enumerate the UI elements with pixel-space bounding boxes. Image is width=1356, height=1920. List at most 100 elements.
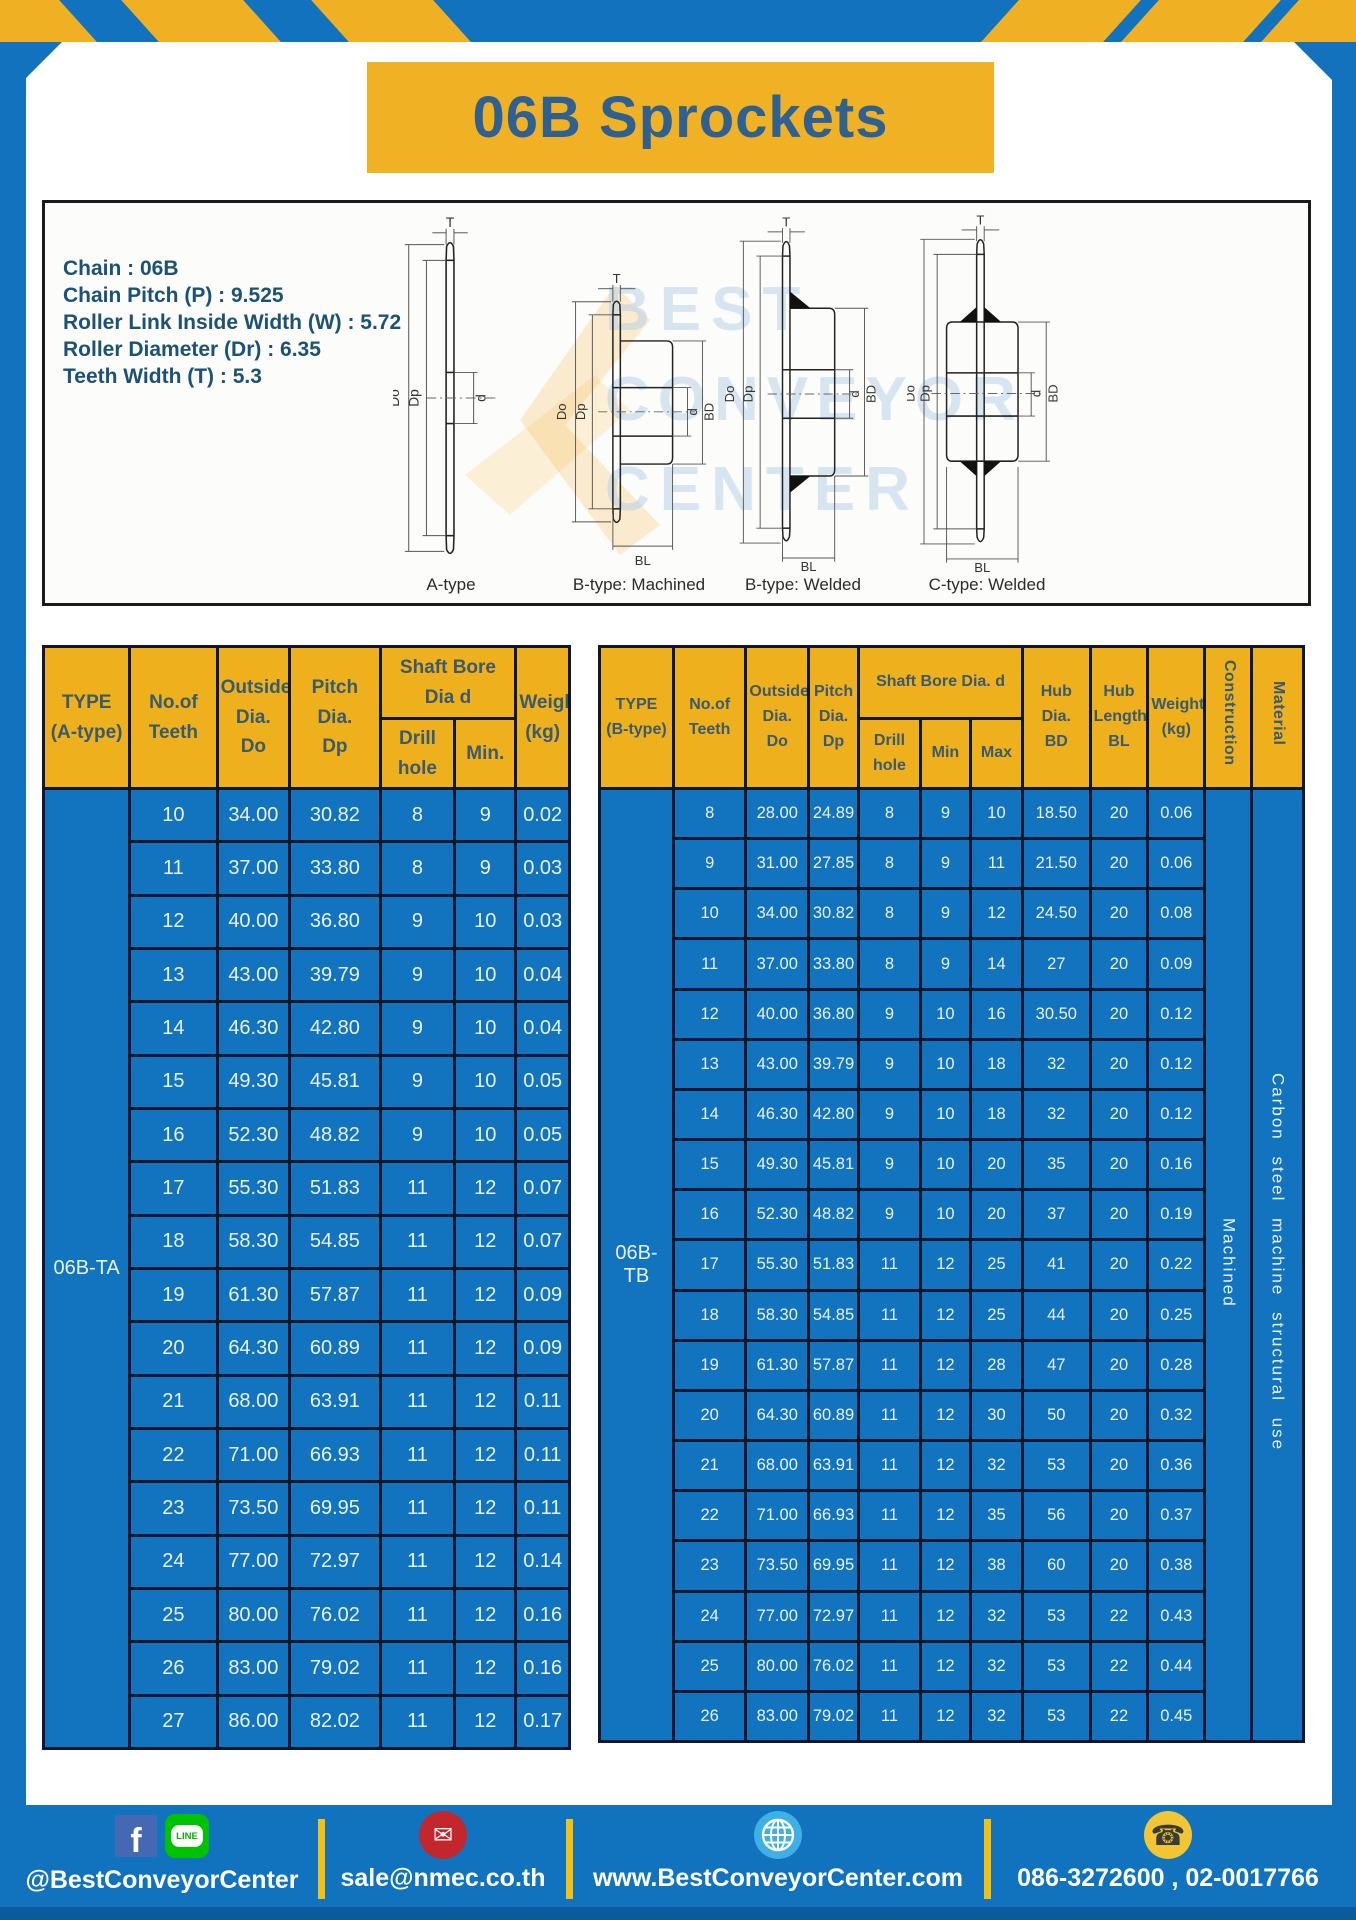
- footer-website-group: www.BestConveyorCenter.com: [590, 1811, 966, 1893]
- phone-icon: ☎: [1144, 1811, 1192, 1859]
- data-cell: 26: [671, 1689, 748, 1744]
- data-cell: 37: [1021, 1188, 1092, 1242]
- data-cell: 12: [453, 1373, 518, 1430]
- col-header-pitch-dia: Pitch Dia. Dp: [807, 645, 861, 790]
- right-table-row: 26 83.00 79.02 11 12 32 53 22 0.45: [600, 1689, 1304, 1744]
- footer-social-group: f LINE @BestConveyorCenter: [20, 1811, 304, 1895]
- spec-line: Roller Diameter (Dr) : 6.35: [63, 338, 321, 361]
- right-table-row: 12 40.00 36.80 9 10 16 30.50 20 0.12: [600, 987, 1304, 1041]
- data-cell: 0.06: [1146, 837, 1207, 891]
- data-cell: 16: [128, 1106, 219, 1164]
- data-cell: 21: [671, 1439, 748, 1493]
- left-table-row: 15 49.30 45.81 9 10 0.05: [44, 1053, 571, 1110]
- data-cell: 11: [378, 1533, 457, 1590]
- dim-label-dp: Dp: [573, 403, 588, 420]
- footer-divider: [984, 1819, 991, 1899]
- data-cell: 10: [128, 786, 219, 844]
- data-cell: 12: [918, 1539, 972, 1593]
- data-cell: 20: [1088, 1338, 1150, 1392]
- data-cell: 11: [857, 1388, 922, 1443]
- data-cell: 9: [378, 1053, 457, 1110]
- data-cell: 0.06: [1146, 786, 1207, 841]
- dim-label-t: T: [613, 271, 621, 286]
- data-cell: 32: [968, 1439, 1025, 1493]
- left-table-row: 19 61.30 57.87 11 12 0.09: [44, 1266, 571, 1324]
- footer-divider: [566, 1819, 573, 1899]
- data-cell: 50: [1021, 1388, 1092, 1443]
- data-cell: 69.95: [807, 1539, 861, 1593]
- data-cell: 11: [378, 1213, 457, 1270]
- data-cell: 55.30: [744, 1238, 811, 1292]
- hazard-stripe: [1115, 0, 1287, 42]
- right-table-row: 16 52.30 48.82 9 10 20 37 20 0.19: [600, 1188, 1304, 1242]
- data-cell: 14: [968, 937, 1025, 991]
- data-cell: 13: [671, 1037, 748, 1091]
- type-label-cell: 06B-TB: [598, 787, 675, 1743]
- data-cell: 20: [1088, 1288, 1150, 1342]
- dim-label-do: Do: [393, 389, 402, 407]
- data-cell: 49.30: [744, 1138, 811, 1192]
- col-header-drill-hole: Drill hole: [857, 717, 922, 790]
- data-cell: 0.43: [1146, 1589, 1207, 1643]
- data-cell: 11: [378, 1426, 457, 1484]
- dim-label-dp: Dp: [918, 385, 933, 402]
- data-cell: 22: [128, 1426, 219, 1484]
- data-cell: 73.50: [215, 1480, 292, 1537]
- data-cell: 0.09: [1146, 937, 1207, 991]
- dim-label-bd: BD: [1046, 384, 1061, 402]
- data-cell: 53: [1021, 1639, 1092, 1693]
- spec-line: Chain : 06B: [63, 257, 179, 280]
- data-cell: 64.30: [215, 1320, 292, 1377]
- dim-label-d: d: [685, 408, 700, 415]
- chain-spec-block: Chain : 06B Chain Pitch (P) : 9.525 Roller…: [63, 255, 401, 390]
- data-cell: 45.81: [807, 1138, 861, 1192]
- data-cell: 0.11: [514, 1373, 571, 1430]
- data-cell: 0.44: [1146, 1639, 1207, 1693]
- data-cell: 8: [378, 786, 457, 844]
- data-cell: 11: [968, 837, 1025, 891]
- data-cell: 36.80: [807, 987, 861, 1041]
- data-cell: 16: [968, 987, 1025, 1041]
- data-cell: 10: [918, 1188, 972, 1242]
- data-cell: 42.80: [807, 1087, 861, 1142]
- data-cell: 15: [671, 1138, 748, 1192]
- data-cell: 0.38: [1146, 1539, 1207, 1593]
- data-cell: 0.03: [514, 893, 571, 950]
- left-table-row: 22 71.00 66.93 11 12 0.11: [44, 1426, 571, 1484]
- spec-line: Chain Pitch (P) : 9.525: [63, 284, 284, 307]
- data-cell: 33.80: [807, 937, 861, 991]
- data-cell: 20: [1088, 1238, 1150, 1292]
- data-cell: 48.82: [288, 1106, 382, 1164]
- corner-accent: [1294, 42, 1356, 104]
- data-cell: 22: [1088, 1639, 1150, 1693]
- type-label-cell: 06B-TA: [41, 787, 132, 1750]
- data-cell: 72.97: [807, 1589, 861, 1643]
- data-cell: 0.04: [514, 946, 571, 1004]
- right-table-row: 21 68.00 63.91 11 12 32 53 20 0.36: [600, 1439, 1304, 1493]
- data-cell: 0.22: [1146, 1238, 1207, 1292]
- data-cell: 14: [671, 1087, 748, 1142]
- dim-label-bl: BL: [974, 560, 990, 574]
- data-cell: 0.17: [514, 1693, 571, 1751]
- data-cell: 60.89: [807, 1388, 861, 1443]
- data-cell: 20: [1088, 1188, 1150, 1242]
- left-border: [0, 0, 26, 1920]
- data-cell: 46.30: [744, 1087, 811, 1142]
- left-table-row: 13 43.00 39.79 9 10 0.04: [44, 946, 571, 1004]
- data-cell: 12: [453, 1213, 518, 1270]
- data-cell: 22: [1088, 1689, 1150, 1744]
- data-cell: 71.00: [744, 1489, 811, 1543]
- data-cell: 0.05: [514, 1053, 571, 1110]
- col-header-outside-dia: Outside Dia. Do: [744, 645, 811, 790]
- data-cell: 35: [1021, 1138, 1092, 1192]
- data-cell: 10: [453, 1106, 518, 1164]
- construction-value-cell: Machined: [1203, 787, 1254, 1743]
- data-cell: 31.00: [744, 837, 811, 891]
- data-cell: 66.93: [807, 1489, 861, 1543]
- left-table-row: 06B-TA 10 34.00 30.82 8 9 0.02: [41, 786, 571, 1750]
- data-cell: 51.83: [288, 1160, 382, 1217]
- data-cell: 20: [1088, 987, 1150, 1041]
- data-cell: 0.28: [1146, 1338, 1207, 1392]
- data-cell: 38: [968, 1539, 1025, 1593]
